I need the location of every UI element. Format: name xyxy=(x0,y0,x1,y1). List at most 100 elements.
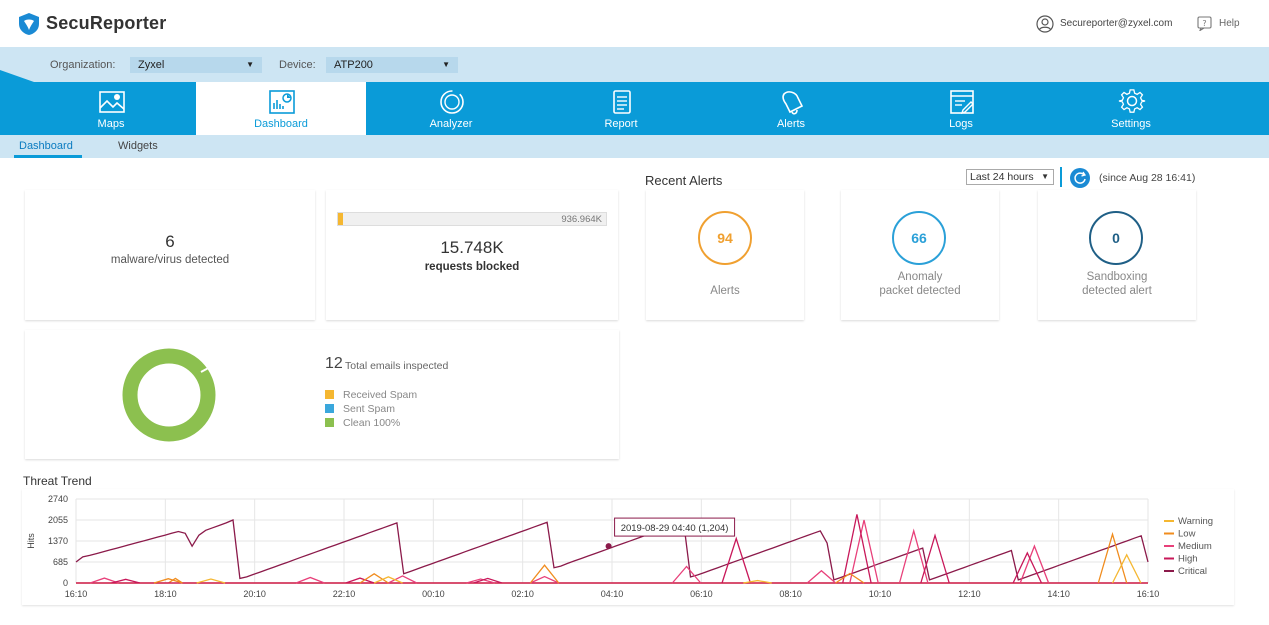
tab-dashboard[interactable]: Dashboard xyxy=(19,140,73,152)
nav-item-settings[interactable]: Settings xyxy=(1046,82,1216,135)
main-nav: Maps Dashboard Analyzer Report xyxy=(0,82,1269,135)
device-value: ATP200 xyxy=(334,59,373,71)
tooltip-text: 2019-08-29 04:40 (1,204) xyxy=(621,523,729,534)
caret-down-icon: ▼ xyxy=(1041,172,1049,181)
device-label: Device: xyxy=(279,59,316,71)
time-range-select[interactable]: Last 24 hours ▼ xyxy=(966,169,1054,185)
legend-entry-medium: Medium xyxy=(1178,541,1212,552)
caret-down-icon: ▼ xyxy=(246,60,254,69)
series-spike-medium xyxy=(671,565,702,584)
recent-alerts-title: Recent Alerts xyxy=(645,173,723,188)
device-select[interactable]: ATP200 ▼ xyxy=(326,57,458,73)
x-tick-label: 04:10 xyxy=(601,589,624,599)
malware-count: 6 xyxy=(165,232,175,251)
series-spike-medium xyxy=(1019,544,1050,584)
x-tick-label: 22:10 xyxy=(333,589,356,599)
series-spike-warning xyxy=(1111,553,1142,584)
nav-label: Analyzer xyxy=(429,118,473,130)
series-spike-high xyxy=(721,536,752,584)
x-tick-label: 10:10 xyxy=(869,589,892,599)
malware-widget[interactable]: 6 malware/virus detected xyxy=(25,190,315,320)
legend-sent-spam: Sent Spam xyxy=(343,403,395,415)
x-tick-label: 12:10 xyxy=(958,589,981,599)
shield-logo-icon xyxy=(19,13,39,35)
user-email[interactable]: Secureporter@zyxel.com xyxy=(1060,18,1173,29)
emails-widget[interactable]: 12 Total emails inspected Received Spam … xyxy=(25,330,619,459)
series-spike-medium xyxy=(530,575,560,584)
series-line-critical xyxy=(75,519,1149,581)
y-axis-label: Hits xyxy=(26,533,36,549)
alerts-card[interactable]: 94 Alerts xyxy=(646,190,804,320)
user-account-icon[interactable] xyxy=(1036,15,1054,33)
organization-bar: Organization: Zyxel ▼ Device: ATP200 ▼ xyxy=(0,47,1269,82)
nav-item-dashboard[interactable]: Dashboard xyxy=(196,82,366,135)
anomaly-card[interactable]: 66 Anomaly packet detected xyxy=(841,190,999,320)
caret-down-icon: ▼ xyxy=(442,60,450,69)
alerts-count: 94 xyxy=(698,211,752,265)
series-spike-warning xyxy=(196,578,226,584)
analyzer-icon xyxy=(440,90,464,114)
nav-label: Dashboard xyxy=(254,118,308,130)
anomaly-label-line2: packet detected xyxy=(879,285,961,297)
nav-item-report[interactable]: Report xyxy=(536,82,706,135)
series-spike-high xyxy=(345,577,375,584)
organization-select[interactable]: Zyxel ▼ xyxy=(130,57,262,73)
y-tick-label: 2740 xyxy=(48,494,68,504)
tooltip-box xyxy=(614,517,736,537)
x-tick-label: 06:10 xyxy=(690,589,713,599)
series-spike-warning xyxy=(373,576,403,584)
series-spike-low xyxy=(835,572,865,584)
threat-trend-title: Threat Trend xyxy=(23,474,92,488)
legend-swatch-received-spam xyxy=(325,390,334,399)
series-spike-high xyxy=(473,577,503,584)
alerts-label: Alerts xyxy=(710,285,740,297)
series-spike-medium xyxy=(388,575,418,584)
nav-item-analyzer[interactable]: Analyzer xyxy=(366,82,536,135)
series-spike-medium xyxy=(898,528,929,584)
nav-item-logs[interactable]: Logs xyxy=(876,82,1046,135)
series-spike-high xyxy=(1012,551,1043,584)
nav-label: Logs xyxy=(949,118,973,130)
legend-clean: Clean 100% xyxy=(343,417,401,429)
tooltip-point xyxy=(605,543,612,550)
nav-item-maps[interactable]: Maps xyxy=(26,82,196,135)
requests-blocked-widget[interactable]: 936.964K 15.748K requests blocked xyxy=(326,190,618,320)
series-spike-medium xyxy=(466,578,496,584)
malware-label: malware/virus detected xyxy=(110,254,230,266)
sandboxing-card[interactable]: 0 Sandboxing detected alert xyxy=(1038,190,1196,320)
anomaly-count: 66 xyxy=(892,211,946,265)
nav-label: Alerts xyxy=(776,118,806,130)
bell-icon xyxy=(782,91,804,115)
requests-count: 15.748K xyxy=(440,238,504,257)
series-spike-medium xyxy=(295,576,325,584)
anomaly-label-line1: Anomaly xyxy=(897,271,943,283)
map-icon xyxy=(99,91,125,113)
app-title: SecuReporter xyxy=(46,13,167,33)
series-spike-high xyxy=(920,533,950,584)
series-spike-low xyxy=(153,578,183,584)
nav-label: Maps xyxy=(97,118,125,130)
refresh-icon[interactable] xyxy=(1070,168,1090,188)
help-icon[interactable]: ? xyxy=(1197,16,1212,31)
series-spike-medium xyxy=(89,577,119,584)
tab-widgets[interactable]: Widgets xyxy=(118,140,158,152)
active-tab-indicator xyxy=(14,155,82,158)
series-spike-low xyxy=(529,564,560,584)
x-tick-label: 00:10 xyxy=(422,589,445,599)
y-tick-label: 2055 xyxy=(48,515,68,525)
emails-label: Total emails inspected xyxy=(345,360,449,372)
legend-swatch-sent-spam xyxy=(325,404,334,413)
help-link[interactable]: Help xyxy=(1219,18,1240,29)
x-tick-label: 16:10 xyxy=(1137,589,1160,599)
nav-item-alerts[interactable]: Alerts xyxy=(706,82,876,135)
organization-value: Zyxel xyxy=(138,59,165,71)
since-label: (since Aug 28 16:41) xyxy=(1099,172,1196,184)
x-tick-label: 18:10 xyxy=(154,589,177,599)
series-spike-low xyxy=(1097,531,1128,584)
gear-icon xyxy=(1118,89,1146,113)
logs-icon xyxy=(950,90,974,115)
emails-count: 12 xyxy=(325,355,343,372)
y-tick-label: 1370 xyxy=(48,536,68,546)
requests-progress-bar: 936.964K xyxy=(337,212,607,226)
